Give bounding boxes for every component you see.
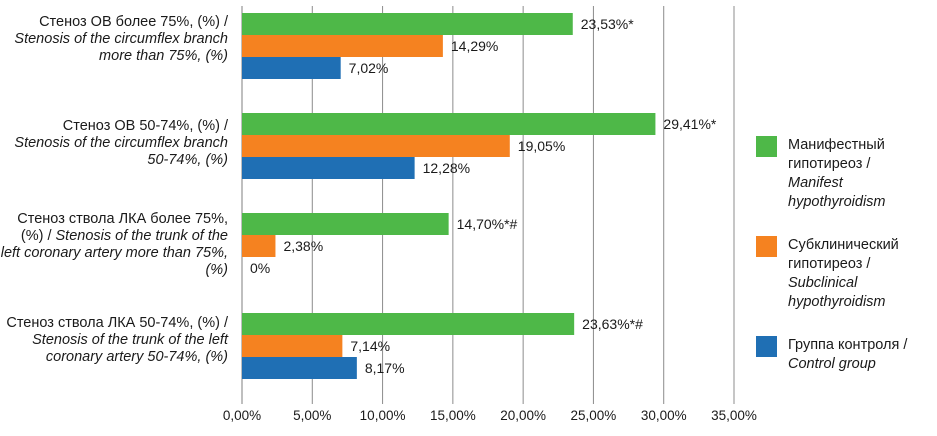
category-label-1: Стеноз ОВ более 75%, (%) / Stenosis of t…: [0, 14, 228, 65]
data-label-s3-c2: 12,28%: [423, 160, 470, 176]
x-tick-label-3: 15,00%: [430, 408, 476, 423]
data-label-s1-c2: 29,41%*: [663, 116, 716, 132]
data-label-s2-c4: 7,14%: [350, 338, 390, 354]
legend-label-manifest-ru: Манифестный гипотиреоз /: [788, 137, 885, 172]
category-label-3-en: Stenosis of the trunk of the left corona…: [0, 228, 228, 278]
bar-s1-c1: [242, 13, 573, 35]
legend-swatch-control: [756, 336, 777, 357]
x-tick-label-2: 10,00%: [360, 408, 406, 423]
legend-swatch-subclinical: [756, 236, 777, 257]
legend-label-subclinical-ru: Субклинический гипотиреоз /: [788, 237, 899, 272]
data-label-s1-c3: 14,70%*#: [457, 216, 518, 232]
bar-s1-c2: [242, 113, 656, 135]
bar-s3-c4: [242, 357, 357, 379]
bar-s1-c3: [242, 213, 449, 235]
data-label-s3-c3: 0%: [250, 260, 270, 276]
category-label-1-ru: Стеноз ОВ более 75%, (%) /: [39, 14, 228, 30]
data-label-s1-c1: 23,53%*: [581, 16, 634, 32]
category-label-2-en: Stenosis of the circumflex branch 50-74%…: [14, 135, 228, 168]
data-label-s2-c3: 2,38%: [283, 238, 323, 254]
x-tick-label-5: 25,00%: [571, 408, 617, 423]
category-label-4-ru: Стеноз ствола ЛКА 50-74%, (%) /: [6, 315, 228, 331]
category-label-2: Стеноз ОВ 50-74%, (%) / Stenosis of the …: [0, 118, 228, 169]
data-label-s2-c2: 19,05%: [518, 138, 565, 154]
legend-label-manifest-en: Manifest hypothyroidism: [788, 175, 886, 210]
category-label-2-ru: Стеноз ОВ 50-74%, (%) /: [62, 118, 228, 134]
data-label-s1-c4: 23,63%*#: [582, 316, 643, 332]
category-label-3-ru: Стеноз ствола ЛКА более 75%, (%) /: [17, 211, 228, 244]
data-label-s3-c4: 8,17%: [365, 360, 405, 376]
x-tick-label-7: 35,00%: [711, 408, 757, 423]
bar-s2-c4: [242, 335, 343, 357]
legend-label-control-ru: Группа контроля /: [788, 337, 908, 353]
x-tick-label-6: 30,00%: [641, 408, 687, 423]
data-label-s2-c1: 14,29%: [451, 38, 498, 54]
category-label-4: Стеноз ствола ЛКА 50-74%, (%) / Stenosis…: [0, 315, 228, 366]
legend-label-subclinical-en: Subclinical hypothyroidism: [788, 275, 886, 310]
bar-s3-c1: [242, 57, 341, 79]
category-label-3: Стеноз ствола ЛКА более 75%, (%) / Steno…: [0, 211, 228, 279]
x-tick-label-0: 0,00%: [223, 408, 261, 423]
legend-label-control-en: Control group: [788, 356, 876, 372]
bar-s3-c2: [242, 157, 415, 179]
bar-s1-c4: [242, 313, 575, 335]
category-label-4-en: Stenosis of the trunk of the left corona…: [32, 332, 228, 365]
bar-s2-c1: [242, 35, 443, 57]
x-tick-label-1: 5,00%: [293, 408, 331, 423]
legend-swatch-manifest: [756, 136, 777, 157]
x-tick-label-4: 20,00%: [500, 408, 546, 423]
data-label-s3-c1: 7,02%: [349, 60, 389, 76]
bar-s2-c2: [242, 135, 510, 157]
bar-s2-c3: [242, 235, 276, 257]
category-label-1-en: Stenosis of the circumflex branch more t…: [14, 31, 228, 64]
